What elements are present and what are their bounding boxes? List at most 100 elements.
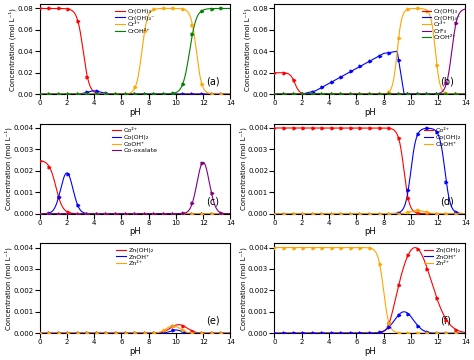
- CrF₃: [427, 92, 432, 96]
- Co(OH)₂: [125, 211, 131, 216]
- Zn(OH)₂: [460, 330, 465, 334]
- CrOH²⁺: [463, 92, 468, 96]
- CrOH²⁺: [228, 6, 233, 10]
- Cr³⁺: [272, 92, 277, 96]
- ZnOH⁺: [460, 331, 465, 336]
- Zn(OH)₂: [463, 330, 468, 334]
- ZnOH⁺: [360, 331, 365, 336]
- Cr(OH)₃: [463, 92, 468, 96]
- Co²⁺: [125, 211, 130, 216]
- Y-axis label: Concentration (mol L⁻¹): Concentration (mol L⁻¹): [4, 127, 12, 210]
- Cr³⁺: [413, 6, 419, 11]
- ZnOH⁺: [83, 331, 89, 336]
- Text: (f): (f): [440, 316, 452, 326]
- Cr(OH)₃: [312, 92, 318, 96]
- Cr(OH)₄⁻: [83, 90, 89, 95]
- Zn²⁺: [192, 331, 198, 335]
- CrOH²⁺: [360, 92, 365, 96]
- Zn(OH)₂: [225, 331, 230, 336]
- X-axis label: pH: pH: [129, 227, 141, 236]
- CrF₃: [372, 92, 377, 96]
- Zn(OH)₂: [318, 331, 324, 336]
- Cr(OH)₃: [137, 92, 143, 96]
- Co-oxalate: [228, 211, 233, 216]
- Zn(OH)₂: [176, 323, 182, 327]
- CoOH⁺: [36, 211, 42, 216]
- Co(OH)₂: [228, 211, 233, 216]
- Text: (d): (d): [440, 197, 454, 207]
- Zn(OH)₂: [192, 330, 198, 334]
- Co(OH)₂: [137, 211, 143, 216]
- Y-axis label: Concentration (mol L⁻¹): Concentration (mol L⁻¹): [9, 8, 16, 91]
- CoOH⁺: [427, 211, 432, 215]
- Cr³⁺: [460, 92, 465, 96]
- ZnOH⁺: [427, 330, 432, 335]
- Cr(OH)₄⁻: [337, 75, 343, 80]
- Cr(OH)₄⁻: [427, 92, 432, 96]
- ZnOH⁺: [36, 331, 42, 336]
- Y-axis label: Concentration (mol L⁻¹): Concentration (mol L⁻¹): [239, 247, 246, 330]
- Zn(OH)₂: [337, 331, 343, 336]
- Line: ZnOH⁺: ZnOH⁺: [274, 312, 465, 333]
- Zn²⁺: [372, 248, 377, 253]
- CrF₃: [272, 92, 277, 96]
- Cr(OH)₃: [318, 92, 324, 96]
- Cr³⁺: [166, 6, 172, 10]
- Text: (b): (b): [440, 77, 455, 87]
- Zn²⁺: [228, 331, 233, 336]
- X-axis label: pH: pH: [364, 108, 376, 117]
- ZnOH⁺: [137, 331, 143, 336]
- CrF₃: [318, 92, 324, 96]
- CrOH²⁺: [272, 92, 277, 96]
- CrF₃: [463, 7, 468, 11]
- Line: Co(OH)₂: Co(OH)₂: [274, 128, 465, 213]
- Text: (e): (e): [206, 316, 219, 326]
- Zn²⁺: [360, 246, 365, 250]
- CoOH⁺: [225, 211, 230, 216]
- Line: Co²⁺: Co²⁺: [274, 128, 465, 213]
- Legend: Co²⁺, Co(OH)₂, CoOH⁺, Co-oxalate: Co²⁺, Co(OH)₂, CoOH⁺, Co-oxalate: [111, 127, 159, 154]
- Cr(OH)₄⁻: [225, 92, 230, 96]
- Co(OH)₂: [463, 211, 468, 216]
- Cr(OH)₃: [225, 92, 230, 96]
- Y-axis label: Concentration (mol L⁻¹): Concentration (mol L⁻¹): [239, 127, 246, 210]
- CrOH²⁺: [225, 6, 230, 10]
- Zn²⁺: [125, 331, 130, 336]
- CoOH⁺: [360, 211, 365, 216]
- CrOH²⁺: [191, 23, 197, 27]
- Zn(OH)₂: [372, 331, 377, 335]
- Line: Cr(OH)₃: Cr(OH)₃: [39, 8, 230, 94]
- CoOH⁺: [337, 211, 343, 216]
- Zn²⁺: [427, 331, 432, 336]
- Co²⁺: [36, 158, 42, 163]
- Co(OH)₂: [360, 211, 365, 216]
- ZnOH⁺: [192, 331, 198, 336]
- Legend: Zn(OH)₂, ZnOH⁺, Zn²⁺: Zn(OH)₂, ZnOH⁺, Zn²⁺: [423, 246, 462, 267]
- Co-oxalate: [102, 211, 108, 216]
- Cr(OH)₄⁻: [460, 92, 465, 96]
- Zn²⁺: [102, 331, 108, 336]
- Zn²⁺: [225, 331, 230, 336]
- Zn²⁺: [137, 331, 143, 336]
- Cr³⁺: [83, 92, 89, 96]
- Zn²⁺: [170, 324, 176, 328]
- Zn²⁺: [83, 331, 89, 336]
- CoOH⁺: [137, 211, 143, 216]
- Zn²⁺: [36, 331, 42, 336]
- Zn²⁺: [463, 331, 468, 336]
- Line: Zn²⁺: Zn²⁺: [274, 248, 465, 333]
- Co²⁺: [137, 211, 143, 216]
- ZnOH⁺: [125, 331, 130, 336]
- Co(OH)₂: [337, 211, 343, 216]
- Line: Cr(OH)₄⁻: Cr(OH)₄⁻: [274, 51, 465, 94]
- ZnOH⁺: [337, 331, 343, 336]
- Co²⁺: [427, 211, 432, 216]
- Line: CrF₃: CrF₃: [274, 9, 465, 94]
- Co²⁺: [83, 211, 89, 216]
- Co²⁺: [272, 126, 277, 130]
- Cr³⁺: [137, 65, 143, 69]
- Cr³⁺: [192, 36, 198, 40]
- CoOH⁺: [463, 211, 468, 216]
- Co²⁺: [460, 211, 465, 216]
- Co-oxalate: [191, 193, 197, 197]
